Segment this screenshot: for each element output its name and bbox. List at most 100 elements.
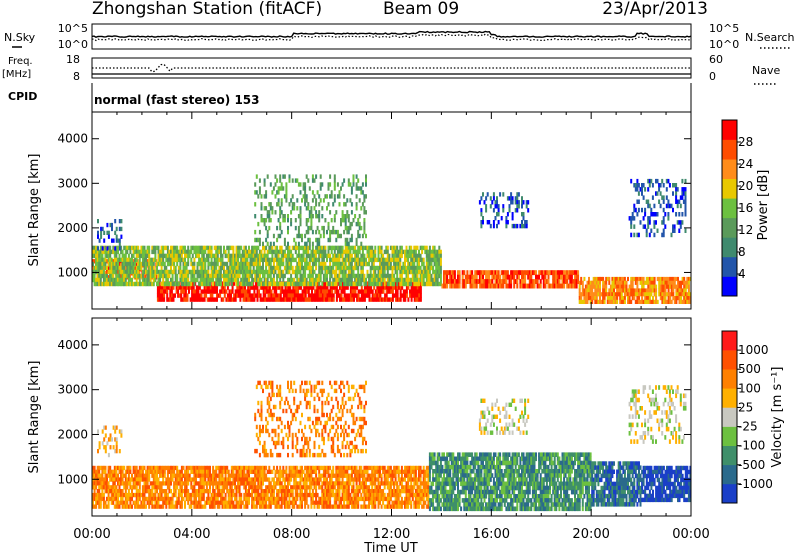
echo-cell	[187, 473, 190, 478]
echo-cell	[528, 270, 531, 276]
echo-cell	[561, 279, 564, 284]
echo-cell	[639, 299, 642, 304]
echo-cell	[193, 261, 196, 267]
echo-cell	[374, 265, 377, 271]
echo-cell	[93, 265, 96, 271]
echo-cell	[464, 279, 467, 284]
echo-cell	[210, 277, 213, 283]
echo-cell	[260, 269, 263, 275]
echo-cell	[182, 496, 185, 502]
echo-cell	[354, 265, 357, 271]
echo-cell	[414, 277, 417, 283]
echo-cell	[188, 269, 191, 275]
echo-cell	[336, 257, 339, 263]
echo-cell	[252, 253, 255, 259]
echo-cell	[127, 265, 130, 271]
echo-cell	[427, 281, 430, 287]
echo-cell	[269, 257, 272, 263]
echo-cell	[109, 277, 112, 283]
echo-cell	[93, 465, 96, 471]
echo-cell	[461, 279, 464, 284]
echo-cell	[333, 269, 336, 275]
echo-cell	[262, 269, 264, 275]
echo-cell	[449, 283, 452, 289]
weak-echo-cell	[307, 206, 310, 211]
echo-cell	[315, 277, 318, 283]
echo-cell	[234, 293, 237, 298]
echo-cell	[204, 257, 207, 263]
echo-cell	[661, 296, 664, 301]
echo-cell	[620, 284, 623, 289]
echo-cell	[162, 281, 165, 287]
echo-cell	[272, 257, 275, 263]
weak-echo-cell	[488, 220, 491, 225]
echo-cell	[98, 492, 101, 498]
echo-cell	[672, 280, 675, 285]
echo-cell	[399, 281, 402, 287]
echo-cell	[361, 265, 364, 271]
echo-cell	[353, 297, 355, 302]
echo-cell	[190, 492, 193, 498]
echo-cell	[234, 273, 236, 279]
echo-cell	[173, 253, 176, 259]
echo-cell	[98, 496, 101, 502]
echo-cell	[545, 270, 548, 276]
echo-cell	[439, 269, 442, 275]
echo-cell	[120, 265, 123, 271]
echo-cell	[92, 267, 94, 272]
echo-cell	[195, 481, 197, 486]
echo-cell	[361, 269, 364, 275]
echo-cell	[199, 273, 202, 279]
echo-cell	[121, 465, 124, 471]
echo-cell	[347, 261, 350, 267]
echo-cell	[168, 489, 171, 494]
echo-cell	[179, 485, 182, 490]
echo-cell	[207, 281, 210, 287]
echo-cell	[560, 274, 562, 280]
echo-cell	[293, 281, 296, 287]
echo-cell	[357, 289, 360, 294]
echo-cell	[439, 281, 442, 287]
echo-cell	[414, 281, 417, 287]
echo-cell	[425, 245, 428, 251]
echo-cell	[168, 253, 171, 259]
weak-echo-cell	[282, 214, 285, 219]
echo-cell	[290, 297, 293, 302]
echo-cell	[109, 261, 112, 267]
echo-cell	[195, 500, 197, 505]
echo-cell	[276, 277, 279, 283]
echo-cell	[519, 270, 522, 276]
echo-cell	[138, 469, 141, 474]
echo-cell	[238, 261, 241, 267]
echo-cell	[329, 257, 332, 263]
echo-cell	[280, 269, 283, 275]
weak-echo-cell	[310, 221, 313, 227]
echo-cell	[207, 473, 210, 478]
echo-cell	[485, 279, 488, 284]
echo-cell	[203, 289, 206, 294]
echo-cell	[510, 283, 513, 289]
echo-cell	[303, 293, 306, 298]
echo-cell	[461, 283, 464, 289]
echo-cell	[118, 477, 121, 482]
echo-cell	[137, 504, 140, 509]
echo-cell	[158, 297, 161, 302]
echo-cell	[525, 283, 528, 289]
weak-echo-cell	[662, 207, 665, 213]
echo-cell	[266, 273, 269, 279]
echo-cell	[213, 481, 216, 486]
echo-cell	[112, 500, 115, 505]
weak-echo-cell	[269, 241, 272, 247]
echo-cell	[99, 269, 102, 275]
echo-cell	[641, 284, 644, 289]
echo-cell	[320, 297, 323, 302]
echo-cell	[236, 289, 239, 294]
echo-cell	[683, 296, 686, 301]
echo-cell	[410, 265, 413, 271]
echo-cell	[132, 259, 135, 264]
echo-cell	[96, 281, 99, 287]
echo-cell	[295, 289, 298, 294]
echo-cell	[497, 274, 500, 280]
echo-cell	[667, 276, 670, 282]
echo-cell	[146, 489, 149, 494]
